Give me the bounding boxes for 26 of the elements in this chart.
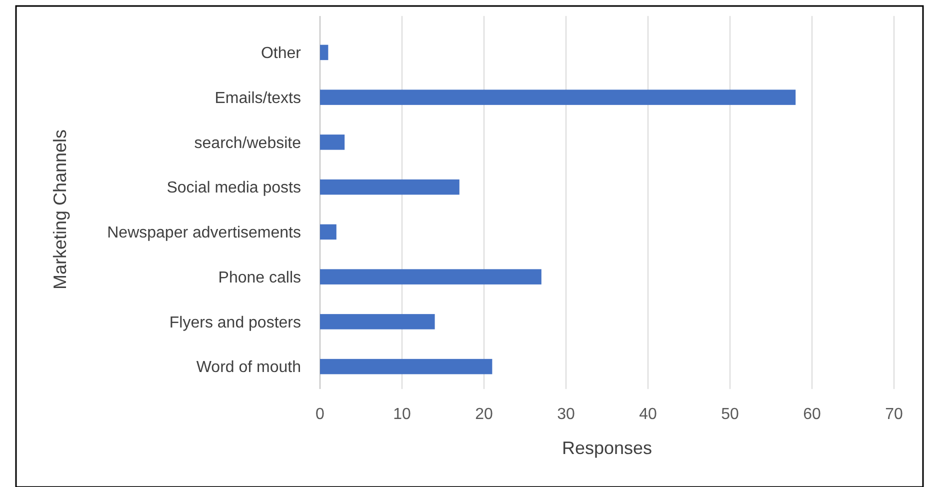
x-tick-label: 0 [316,406,325,423]
y-tick-label: Newspaper advertisements [107,224,301,242]
bar [320,90,796,105]
bar [320,134,345,150]
x-tick-label: 10 [393,406,411,423]
x-tick-label: 50 [721,406,739,423]
y-tick-label: Other [260,45,302,62]
y-tick-label: Word of mouth [196,359,301,376]
bar [320,269,542,284]
x-tick-label: 30 [557,406,575,423]
x-tick-label: 70 [885,406,903,423]
bar [320,314,435,330]
y-axis-title: Marketing Channels [50,129,70,290]
bar [320,44,328,60]
x-axis-title: Responses [562,438,652,458]
y-tick-label: search/website [194,134,302,152]
bar [320,358,492,374]
y-tick-label: Phone calls [218,269,301,286]
bar [320,224,336,240]
y-tick-label: Flyers and posters [169,314,301,332]
y-tick-label: Social media posts [166,180,301,197]
y-tick-label: Emails/texts [214,90,301,107]
bar [320,179,460,195]
x-tick-label: 20 [475,406,493,423]
x-tick-label: 60 [803,406,821,423]
x-tick-label: 40 [639,406,657,423]
